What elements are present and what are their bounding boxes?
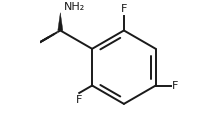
Text: F: F: [172, 81, 178, 91]
Text: F: F: [76, 95, 82, 105]
Text: NH₂: NH₂: [64, 1, 85, 12]
Polygon shape: [58, 13, 63, 30]
Text: F: F: [121, 4, 127, 14]
